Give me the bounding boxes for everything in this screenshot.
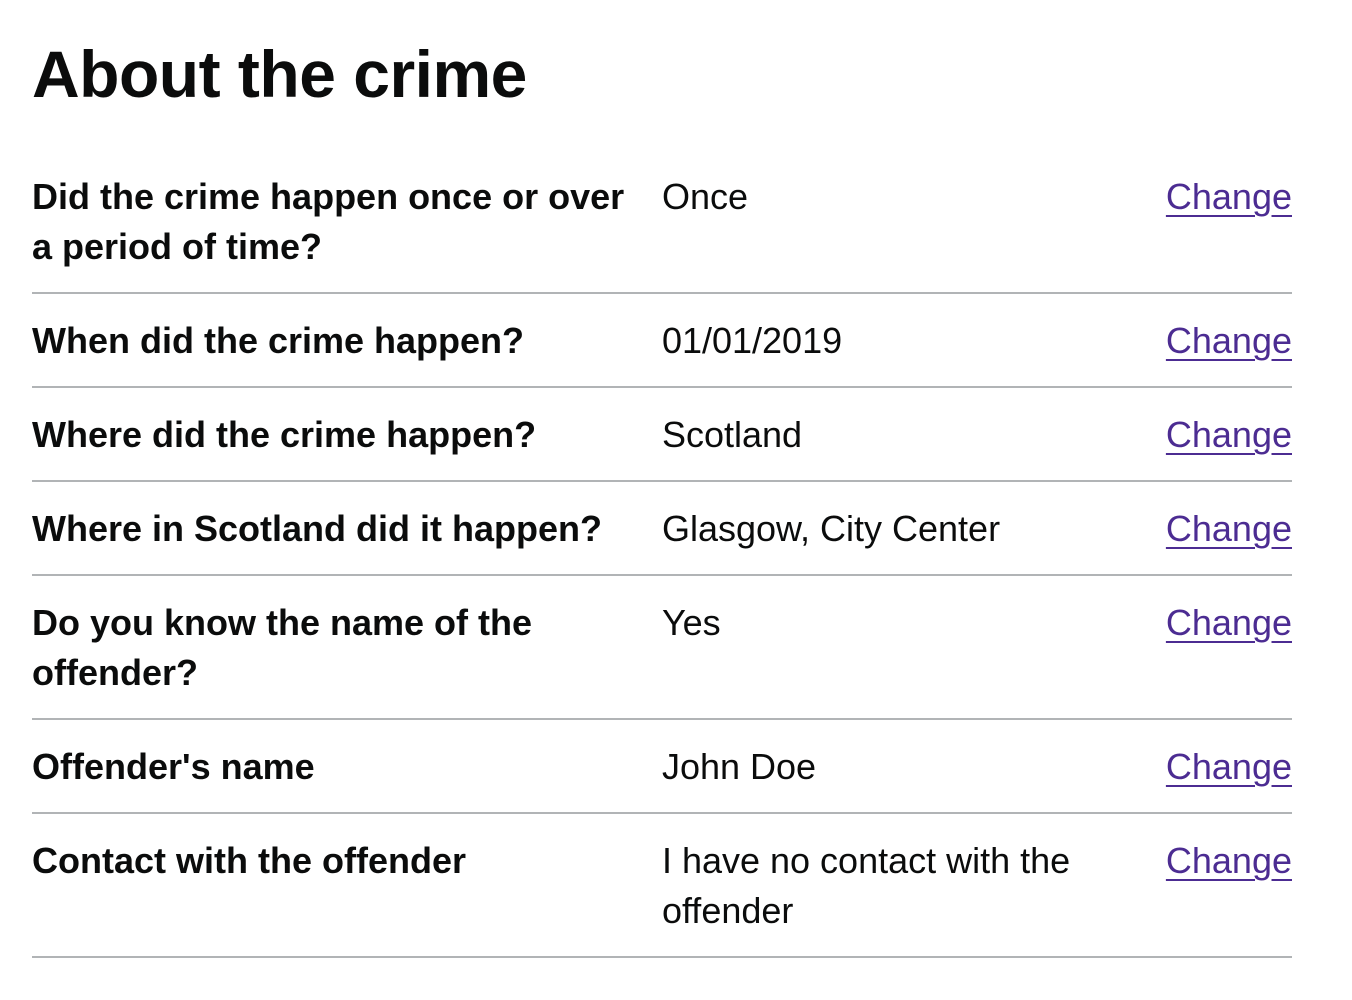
summary-key: Where in Scotland did it happen? (32, 508, 603, 549)
change-link-offender-known[interactable]: Change (1165, 602, 1292, 643)
summary-actions: Change (1166, 598, 1292, 698)
page-title: About the crime (32, 37, 527, 111)
summary-row-crime-date: When did the crime happen? 01/01/2019 Ch… (32, 312, 1292, 388)
summary-row-offender-contact: Contact with the offender I have no cont… (32, 832, 1292, 958)
change-link-offender-contact[interactable]: Change (1165, 840, 1292, 881)
summary-value: Scotland (661, 414, 803, 455)
summary-list: Did the crime happen once or over a peri… (32, 168, 1292, 976)
summary-key: Where did the crime happen? (32, 414, 537, 455)
change-link-crime-country[interactable]: Change (1165, 414, 1292, 455)
summary-actions: Change (1166, 410, 1292, 460)
summary-row-crime-frequency: Did the crime happen once or over a peri… (32, 168, 1292, 294)
summary-key: Contact with the offender (32, 840, 466, 881)
change-link-crime-date[interactable]: Change (1165, 320, 1292, 361)
summary-row-offender-name: Offender's name John Doe Change (32, 738, 1292, 814)
summary-key: Did the crime happen once or over a peri… (32, 176, 625, 267)
summary-value: Yes (661, 602, 721, 643)
summary-actions: Change (1166, 504, 1292, 554)
summary-value: Once (661, 176, 748, 217)
summary-key: When did the crime happen? (32, 320, 525, 361)
summary-actions: Change (1166, 172, 1292, 272)
summary-actions: Change (1166, 742, 1292, 792)
summary-key: Offender's name (32, 746, 315, 787)
summary-value: I have no contact with the offender (661, 840, 1071, 931)
summary-key: Do you know the name of the offender? (32, 602, 533, 693)
summary-row-crime-location: Where in Scotland did it happen? Glasgow… (32, 500, 1292, 576)
summary-row-crime-country: Where did the crime happen? Scotland Cha… (32, 406, 1292, 482)
change-link-crime-frequency[interactable]: Change (1165, 176, 1292, 217)
summary-value: John Doe (661, 746, 817, 787)
summary-value: 01/01/2019 (661, 320, 843, 361)
summary-actions: Change (1166, 836, 1292, 936)
change-link-offender-name[interactable]: Change (1165, 746, 1292, 787)
summary-actions: Change (1166, 316, 1292, 366)
change-link-crime-location[interactable]: Change (1165, 508, 1292, 549)
summary-value: Glasgow, City Center (661, 508, 1001, 549)
summary-row-offender-known: Do you know the name of the offender? Ye… (32, 594, 1292, 720)
